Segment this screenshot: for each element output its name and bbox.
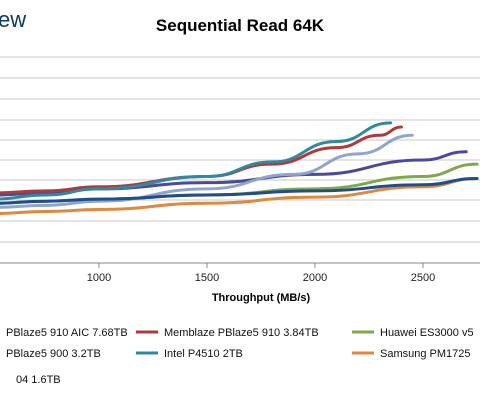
legend-label-3: PBlaze5 900 3.2TB	[6, 348, 101, 360]
legend-label-4: Intel P4510 2TB	[164, 348, 243, 360]
series-lines	[0, 121, 479, 215]
legend-label-0: PBlaze5 910 AIC 7.68TB	[6, 327, 128, 339]
legend-label-5: Samsung PM1725	[380, 348, 471, 360]
x-tick-labels: 01000150020002500	[87, 272, 435, 284]
legend-item-1: Memblaze PBlaze5 910 3.84TB	[136, 327, 319, 339]
grid-lines	[0, 56, 480, 243]
x-tick-label-4: 2500	[411, 272, 435, 284]
logo-text: ew	[0, 7, 26, 32]
x-tick-label-3: 2000	[303, 272, 327, 284]
legend: PBlaze5 910 AIC 7.68TB Memblaze PBlaze5 9…	[6, 327, 474, 386]
series-line-5	[0, 177, 479, 215]
legend-item-6: 04 1.6TB	[16, 374, 61, 386]
x-axis-label: Throughput (MB/s)	[212, 292, 311, 304]
legend-label-1: Memblaze PBlaze5 910 3.84TB	[164, 327, 319, 339]
legend-item-4: Intel P4510 2TB	[136, 348, 243, 360]
series-line-6	[0, 177, 479, 205]
chart-title: Sequential Read 64K	[156, 16, 325, 35]
x-tick-label-2: 1500	[195, 272, 219, 284]
legend-item-2: Huawei ES3000 v5	[352, 327, 474, 339]
legend-item-3: PBlaze5 900 3.2TB	[6, 348, 101, 360]
legend-label-2: Huawei ES3000 v5	[380, 327, 474, 339]
series-line-0	[0, 150, 468, 197]
legend-item-5: Samsung PM1725	[352, 348, 471, 360]
series-line-3	[0, 133, 414, 209]
legend-item-0: PBlaze5 910 AIC 7.68TB	[6, 327, 128, 339]
legend-label-6: 04 1.6TB	[16, 374, 61, 386]
axes	[0, 262, 480, 268]
series-line-4	[0, 121, 393, 201]
x-tick-label-1: 1000	[87, 272, 111, 284]
